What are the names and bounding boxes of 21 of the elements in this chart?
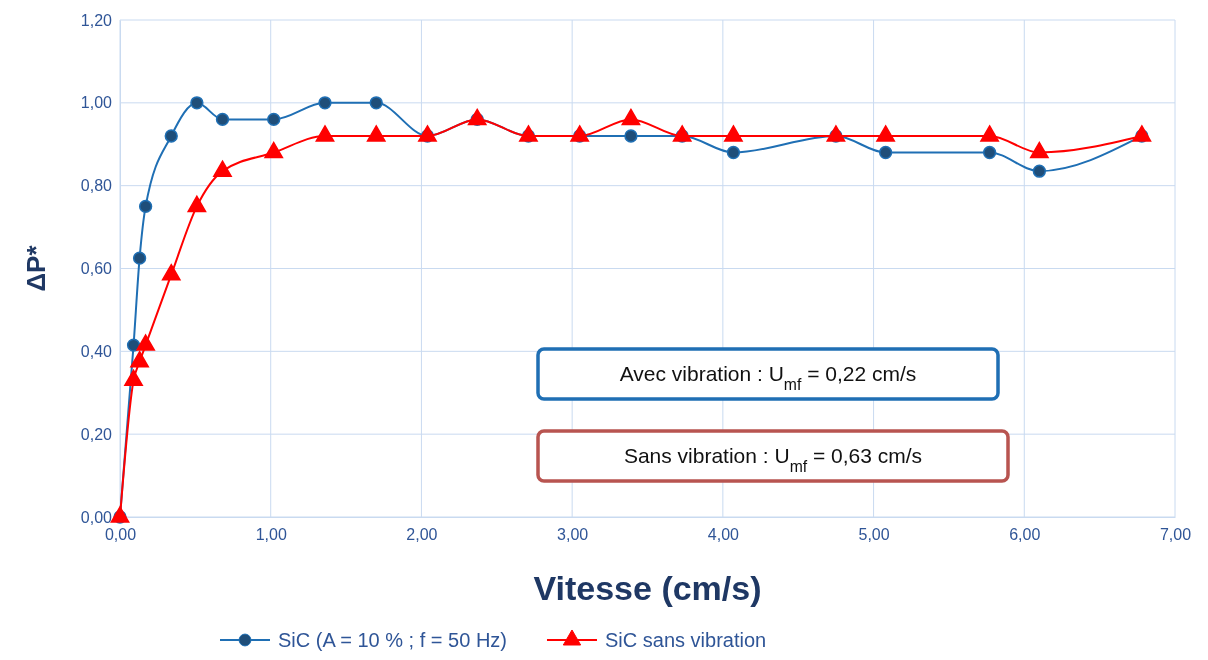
x-tick-label: 0,00 — [104, 526, 137, 544]
y-tick-label: 0,60 — [80, 260, 113, 278]
x-tick-label: 6,00 — [1009, 526, 1041, 544]
x-tick-label: 3,00 — [557, 526, 589, 544]
x-tick-label: 4,00 — [707, 526, 740, 544]
y-tick-label: 1,20 — [80, 11, 113, 29]
y-tick-label: 1,00 — [80, 94, 113, 112]
annotation: Sans vibration : U$_{mf}$ = 0,63 cm/s — [623, 444, 923, 475]
y-tick-label: 0,40 — [80, 342, 113, 360]
x-tick-label: 5,00 — [858, 526, 890, 544]
y-tick-label: 0,00 — [80, 508, 113, 526]
x-tick-label: 1,00 — [255, 526, 287, 544]
x-axis-title: Vitesse (cm/s) — [533, 569, 762, 607]
legend-label: SiC (A = 10 % ; f = 50 Hz) — [278, 629, 507, 651]
y-tick-label: 0,80 — [80, 177, 113, 195]
legend-label: SiC sans vibration — [604, 629, 767, 651]
annotation: Avec vibration : U$_{mf}$ = 0,22 cm/s — [619, 362, 917, 393]
x-tick-label: 7,00 — [1159, 526, 1192, 544]
x-tick-label: 2,00 — [406, 526, 438, 544]
y-tick-label: 0,20 — [80, 425, 113, 443]
y-axis-title: ΔP* — [21, 244, 51, 292]
